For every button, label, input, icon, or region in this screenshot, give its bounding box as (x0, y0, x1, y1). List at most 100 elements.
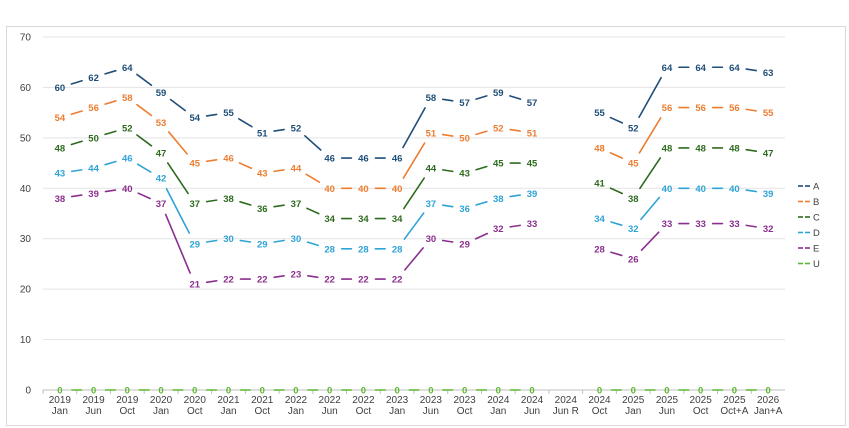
data-label-E: 29 (459, 239, 470, 250)
data-label-B: 58 (122, 93, 133, 104)
data-label-E: 28 (594, 244, 605, 255)
legend-label-A: A (813, 182, 820, 193)
data-label-C: 45 (527, 159, 538, 170)
data-label-A: 64 (729, 63, 740, 74)
legend-label-C: C (813, 213, 820, 224)
data-label-D: 39 (763, 189, 774, 200)
data-label-B: 54 (55, 113, 66, 124)
data-label-A: 57 (527, 98, 538, 109)
series-E-segment (205, 280, 218, 284)
data-label-A: 54 (189, 113, 200, 124)
series-A-segment (609, 116, 624, 124)
data-label-B: 40 (324, 184, 335, 195)
series-A-segment (745, 68, 758, 72)
data-label-A: 46 (358, 154, 369, 165)
series-A-segment (70, 79, 83, 85)
y-tick-label: 10 (20, 335, 32, 346)
series-C-segment (639, 157, 662, 190)
series-B-segment (638, 117, 662, 154)
data-label-E: 40 (122, 184, 133, 195)
series-A-segment (475, 95, 488, 100)
series-A-segment (104, 69, 117, 75)
series-E-segment (164, 213, 191, 274)
series-A-segment (441, 98, 454, 102)
data-label-C: 36 (257, 204, 268, 215)
series-E-segment (640, 231, 660, 252)
data-label-B: 45 (189, 159, 200, 170)
y-tick-label: 70 (20, 33, 32, 44)
data-label-U: 0 (631, 386, 636, 397)
data-label-A: 64 (662, 63, 673, 74)
data-label-D: 30 (223, 234, 234, 245)
data-label-U: 0 (394, 386, 399, 397)
series-E-segment (104, 189, 117, 193)
data-label-B: 44 (291, 164, 302, 175)
x-tick-label: 2022 Jun (319, 395, 342, 417)
data-label-D: 29 (257, 239, 268, 250)
data-label-E: 22 (358, 275, 369, 286)
series-C-segment (239, 201, 252, 206)
series-B-segment (609, 152, 624, 159)
data-label-D: 40 (729, 184, 740, 195)
x-tick-label: 2024 Jun R (553, 395, 579, 417)
series-A-segment (237, 118, 253, 128)
x-tick-label: 2023 Oct (453, 395, 476, 417)
series-D-segment (239, 239, 252, 243)
y-tick-label: 20 (20, 285, 32, 296)
data-label-B: 56 (88, 103, 99, 114)
data-label-C: 41 (594, 179, 605, 190)
data-label-U: 0 (327, 386, 332, 397)
data-label-B: 43 (257, 169, 268, 180)
x-tick-label: 2025 Oct (690, 395, 713, 417)
data-label-A: 62 (88, 73, 99, 84)
data-label-A: 52 (291, 123, 302, 134)
series-E-segment (273, 274, 285, 279)
data-label-E: 22 (324, 275, 335, 286)
series-C-segment (273, 204, 285, 208)
data-label-E: 23 (291, 270, 302, 281)
legend-label-U: U (813, 259, 820, 270)
data-label-E: 37 (156, 199, 167, 210)
series-C-segment (104, 130, 117, 136)
data-label-E: 32 (763, 224, 774, 235)
data-label-U: 0 (732, 386, 737, 397)
data-label-D: 34 (594, 214, 605, 225)
data-label-C: 48 (55, 143, 66, 154)
data-label-U: 0 (91, 386, 96, 397)
data-label-B: 52 (493, 123, 504, 134)
x-tick-label: 2020 Oct (184, 395, 207, 417)
data-labels: 60 62 64 59 54 55 51 52 46 46 46 58 57 59 57 55 52 64 64 64… (55, 63, 775, 397)
data-label-C: 52 (122, 123, 133, 134)
legend-label-D: D (813, 228, 820, 239)
data-label-C: 50 (88, 133, 99, 144)
data-label-U: 0 (226, 386, 231, 397)
series-C-segment (475, 165, 488, 171)
series-D-segment (509, 194, 521, 198)
y-tick-label: 30 (20, 234, 32, 245)
data-label-D: 40 (695, 184, 706, 195)
data-label-D: 29 (189, 239, 200, 250)
series-A-segment (638, 76, 662, 119)
series-B-segment (475, 130, 488, 136)
x-tick-label: 2021 Oct (251, 395, 274, 417)
x-tick-label: 2022 Oct (352, 395, 375, 417)
data-label-C: 48 (729, 143, 740, 154)
series-D-segment (610, 221, 623, 226)
series-A-segment (169, 98, 186, 112)
data-label-B: 56 (695, 103, 706, 114)
x-tick-label: 2025 Jun (656, 395, 679, 417)
data-label-C: 43 (459, 169, 470, 180)
data-label-C: 38 (628, 194, 639, 205)
series-E-segment (745, 224, 758, 228)
data-label-U: 0 (462, 386, 467, 397)
series-C-segment (70, 140, 83, 146)
series-A-segment (402, 107, 426, 149)
data-label-C: 37 (189, 199, 200, 210)
series-D-segment (306, 241, 319, 247)
x-tick-label: 2025 Oct+A (720, 395, 748, 417)
y-axis: 0 10 20 30 40 50 60 70 (20, 33, 32, 397)
series-E-segment (404, 247, 424, 271)
data-label-D: 37 (426, 199, 437, 210)
series-E-segment (70, 194, 83, 198)
